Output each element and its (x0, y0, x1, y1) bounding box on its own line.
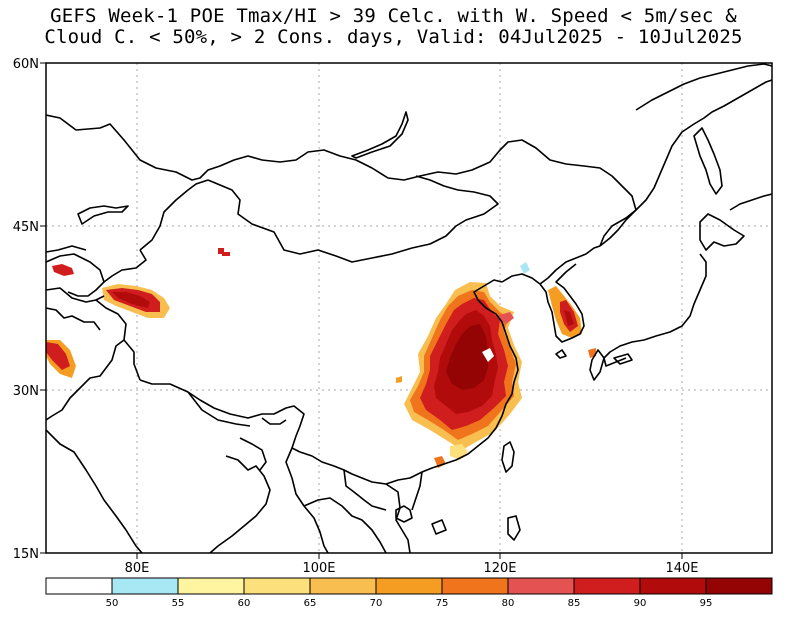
map-gridlines (46, 63, 772, 553)
legend-box (111, 577, 179, 595)
axis-ticks (40, 62, 683, 559)
legend-tick-label: 50 (106, 598, 119, 609)
latitude-labels: 60N 45N 30N 15N (13, 57, 39, 562)
tarim-heat-region (102, 248, 230, 318)
legend-box (573, 577, 641, 595)
lon-label-100e: 100E (302, 561, 335, 576)
legend-tick-label: 95 (700, 598, 713, 609)
legend-box (243, 577, 311, 595)
legend-tick-label: 55 (172, 598, 185, 609)
korea-heat-region (520, 262, 596, 358)
central-asia-heat-region (52, 264, 74, 276)
lat-label-30n: 30N (13, 384, 39, 399)
legend-box (45, 577, 113, 595)
legend-tick-label: 60 (238, 598, 251, 609)
legend-tick-labels: 50 55 60 65 70 75 80 85 90 95 (106, 598, 713, 609)
legend-box (441, 577, 509, 595)
legend-tick-label: 75 (436, 598, 449, 609)
legend-box (177, 577, 245, 595)
map-title-line-2: Cloud C. < 50%, > 2 Cons. days, Valid: 0… (44, 26, 743, 48)
longitude-labels: 80E 100E 120E 140E (125, 561, 699, 576)
lon-label-80e: 80E (125, 561, 150, 576)
color-legend: 50 55 60 65 70 75 80 85 90 95 (45, 577, 773, 609)
lat-label-60n: 60N (13, 57, 39, 72)
coastlines-and-borders (46, 63, 772, 553)
legend-tick-label: 80 (502, 598, 515, 609)
legend-color-boxes (45, 577, 773, 595)
map-title: GEFS Week-1 POE Tmax/HI > 39 Celc. with … (0, 6, 787, 48)
probability-shading (46, 248, 596, 468)
legend-box (375, 577, 443, 595)
legend-box (705, 577, 773, 595)
map-title-line-1: GEFS Week-1 POE Tmax/HI > 39 Celc. with … (50, 5, 737, 27)
legend-tick-label: 70 (370, 598, 383, 609)
legend-box (639, 577, 707, 595)
legend-tick-label: 90 (634, 598, 647, 609)
legend-box (309, 577, 377, 595)
lat-label-15n: 15N (13, 547, 39, 562)
lon-label-140e: 140E (665, 561, 698, 576)
map-frame (45, 62, 773, 554)
legend-box (507, 577, 575, 595)
lon-label-120e: 120E (483, 561, 516, 576)
legend-tick-label: 85 (568, 598, 581, 609)
east-china-heat-region (396, 282, 522, 468)
legend-tick-label: 65 (304, 598, 317, 609)
pakistan-heat-region (46, 340, 76, 378)
lat-label-45n: 45N (13, 220, 39, 235)
